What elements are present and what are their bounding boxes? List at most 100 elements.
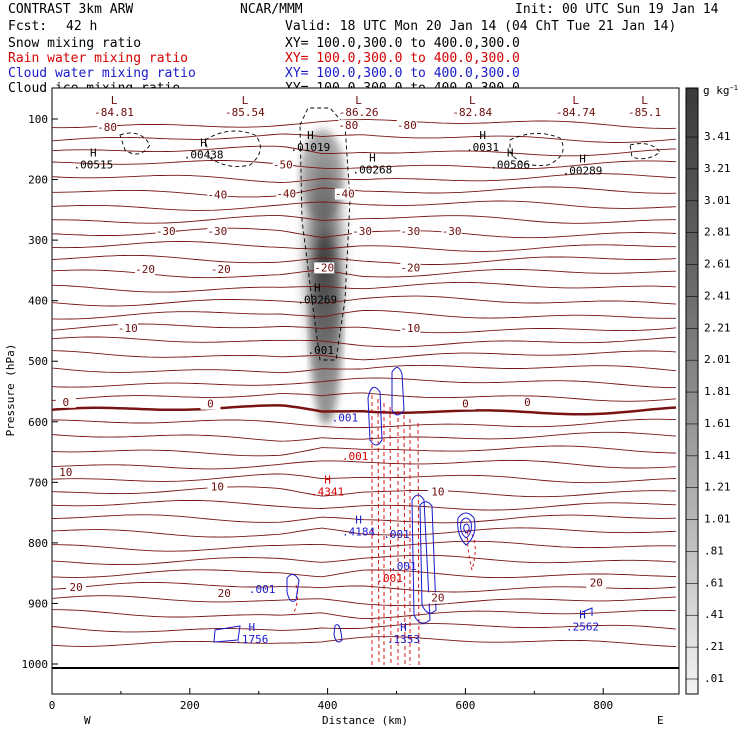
extremum-value: .1353 <box>387 633 420 646</box>
extremum-value: -84.74 <box>556 106 596 119</box>
isotherm-label-bg <box>352 226 373 238</box>
extremum-symbol: H <box>249 621 256 634</box>
isotherm-label: -30 <box>400 225 420 238</box>
isotherm-label: -40 <box>276 188 296 201</box>
isotherm-label-bg <box>55 396 76 408</box>
extremum-symbol: H <box>479 129 486 142</box>
extremum-symbol: H <box>369 151 376 164</box>
isotherm-label: -80 <box>97 121 117 134</box>
isotherm-line <box>52 527 677 538</box>
isotherm-line <box>52 623 677 633</box>
isotherm-line <box>52 268 677 279</box>
isotherm-label-bg <box>400 262 421 274</box>
extremum-value: .001 <box>249 583 276 596</box>
isotherm-label: -30 <box>352 225 372 238</box>
isotherm-line <box>52 364 677 374</box>
field-name: Rain water mixing ratio <box>8 51 188 66</box>
y-tick-label: 300 <box>28 234 48 247</box>
isotherm-label-bg <box>427 486 448 498</box>
extremum-value: .001 <box>390 560 417 573</box>
isotherm-line <box>52 254 677 265</box>
isotherm-label: -30 <box>207 225 227 238</box>
isotherm-line <box>52 609 677 620</box>
isotherm-label: 20 <box>69 581 82 594</box>
isotherm-line <box>52 486 677 498</box>
extremum-symbol: L <box>355 94 362 107</box>
isotherm-line <box>52 581 677 593</box>
init-time: Init: 00 UTC Sun 19 Jan 14 <box>515 2 719 17</box>
colorbar-ticks: 3.41 3.21 3.01 2.81 2.61 2.41 2.21 2.01 1.81 1.61… <box>686 130 731 685</box>
plot-content: -80 -80 -80 -50 -40 -40 -40 -30 -30 -30 -30 -30 -20 -… <box>52 94 679 669</box>
extremum-value: -86.26 <box>339 106 379 119</box>
rain-contour <box>389 406 392 666</box>
isotherm-label-bg <box>207 189 228 201</box>
extremum-value: .00269 <box>297 294 337 307</box>
isotherm-label-bg <box>455 398 476 410</box>
east-label: E <box>657 714 664 727</box>
isotherm-zero <box>52 404 677 416</box>
extremum-symbol: H <box>314 282 321 295</box>
extremum-value: -85.54 <box>225 106 265 119</box>
extremum-value: .0031 <box>466 141 499 154</box>
isotherm-line <box>52 323 677 334</box>
isotherm-line <box>52 554 677 566</box>
y-tick-label: 700 <box>28 476 48 489</box>
extremum-value: .01019 <box>291 141 331 154</box>
isotherm-line <box>52 241 676 252</box>
isotherm-label: -30 <box>442 225 462 238</box>
cloud-water-contour <box>286 574 300 602</box>
isotherm-label: 0 <box>524 396 531 409</box>
extremum-symbol: H <box>400 621 407 634</box>
extremum-value: .001 <box>307 344 334 357</box>
extremum-value: .00438 <box>184 148 224 161</box>
colorbar-unit: g kg−1 <box>703 84 738 97</box>
isotherm-line <box>52 636 677 647</box>
cloud-water-contour <box>367 386 383 446</box>
extrema-labels: L-84.81L-85.54L-86.26L-82.84L-84.74L-85.… <box>73 94 661 646</box>
isotherm-label-bg <box>338 120 359 132</box>
isotherm-line <box>52 215 676 224</box>
isotherm-line <box>52 418 677 429</box>
snow-plume-core <box>310 235 342 425</box>
colorbar <box>685 87 699 695</box>
isotherm-label-bg <box>517 396 538 408</box>
model-title: CONTRAST 3km ARW <box>8 2 133 17</box>
x-tick-label: 800 <box>593 699 613 712</box>
x-tick-label: 400 <box>318 699 338 712</box>
ice-contour <box>509 133 564 166</box>
isotherm-line <box>52 540 677 552</box>
isotherm-label-bg <box>117 322 138 334</box>
isotherm-label: -80 <box>338 119 358 132</box>
isotherm-line <box>52 459 677 470</box>
isotherm-label: -20 <box>211 263 231 276</box>
isotherm-label: 20 <box>218 587 231 600</box>
isotherm-label: 0 <box>207 398 214 411</box>
y-tick-label: 600 <box>28 416 48 429</box>
isotherm-label-bg <box>55 467 76 479</box>
extremum-value: .001 <box>383 528 410 541</box>
isotherm-label: 20 <box>431 591 444 604</box>
isotherm-label-bg <box>276 188 297 200</box>
x-tick-label: 200 <box>180 699 200 712</box>
isotherm-label-bg <box>207 226 228 238</box>
ice-contour <box>119 132 151 155</box>
snow-plume-top <box>300 130 344 220</box>
cloud-water-contour <box>581 607 593 616</box>
isotherm-label-bg <box>586 577 607 589</box>
isotherm-label: -10 <box>400 322 420 335</box>
extremum-symbol: H <box>307 129 314 142</box>
isotherm-line <box>52 514 677 524</box>
isotherm-line <box>52 281 677 293</box>
extremum-symbol: H <box>579 153 586 166</box>
cloud-water-contour <box>460 517 472 539</box>
extremum-symbol: L <box>572 94 579 107</box>
isotherm-label-bg <box>200 398 221 410</box>
y-tick-label: 400 <box>28 295 48 308</box>
extremum-value: .001 <box>332 412 359 425</box>
extremum-symbol: H <box>324 474 331 487</box>
isotherm-label: -50 <box>273 158 293 171</box>
isotherm-line <box>52 445 677 457</box>
extremum-symbol: H <box>579 609 586 622</box>
x-tick-label: 600 <box>455 699 475 712</box>
